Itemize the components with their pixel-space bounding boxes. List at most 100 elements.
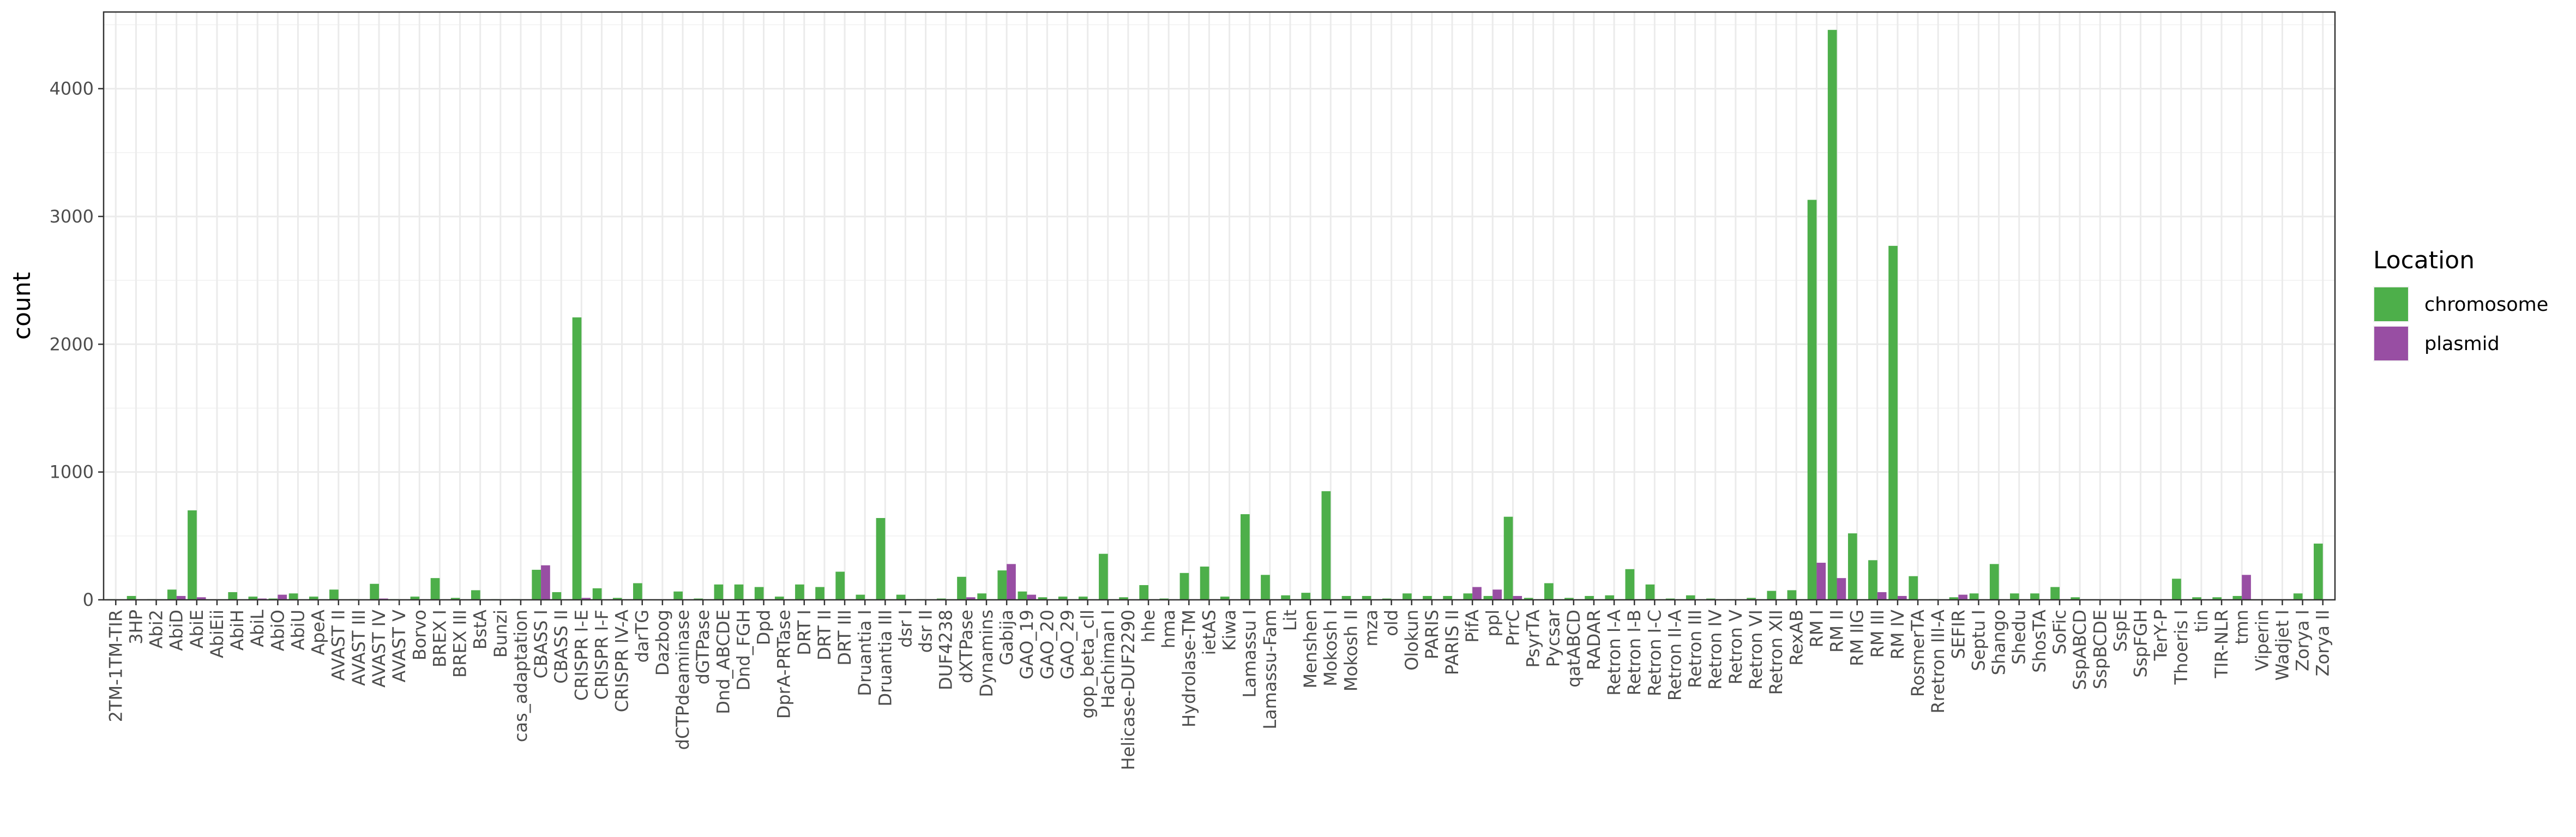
- x-tick-label: dCTPdeaminase: [672, 610, 693, 750]
- plot-border: [103, 11, 2336, 601]
- x-tick-label: DRT I: [794, 610, 815, 655]
- bar-chromosome-Kiwa: [1220, 597, 1230, 600]
- x-tick-label: dGTPase: [693, 610, 713, 684]
- x-tick-label: RM IIG: [1847, 610, 1868, 666]
- x-tick-label: Hydrolase-TM: [1178, 610, 1199, 727]
- bar-plasmid-AbiD: [176, 595, 186, 600]
- x-tick-label: ShosTA: [2029, 610, 2050, 673]
- x-tick-label: gop_beta_cll: [1078, 610, 1098, 719]
- bar-chromosome-Menshen: [1301, 593, 1311, 600]
- bar-chromosome-Dpd: [754, 587, 764, 600]
- bar-chromosome-GAO_20: [1038, 597, 1048, 600]
- bar-chromosome-PARIS II: [1443, 595, 1453, 600]
- legend-label-chromosome: chromosome: [2424, 294, 2548, 316]
- bar-chromosome-darTG: [633, 583, 642, 600]
- x-tick-label: Pycsar: [1543, 609, 1564, 667]
- x-tick-label: tin: [2191, 610, 2212, 633]
- x-tick-label: GAO_19: [1016, 610, 1037, 679]
- x-tick-label: 2TM-1TM-TIR: [105, 610, 126, 722]
- x-tick-label: AbiE: [186, 610, 207, 648]
- x-tick-label: RM IV: [1887, 610, 1908, 659]
- x-tick-label: Septu I: [1968, 610, 1989, 671]
- bar-chromosome-dsr I: [896, 594, 906, 600]
- x-tick-label: Shango: [1989, 610, 2009, 675]
- x-axis: 2TM-1TM-TIR 3HP Abi2 AbiD AbiE AbiEii AbiH AbiL…: [105, 600, 2333, 770]
- x-tick-label: SspE: [2110, 610, 2130, 652]
- x-tick-label: Retron I-B: [1624, 610, 1645, 695]
- x-tick-label: CRISPR IV-A: [612, 610, 633, 712]
- x-tick-label: hma: [1158, 610, 1179, 648]
- x-tick-label: CBASS I: [531, 610, 551, 678]
- bar-chromosome-Pycsar: [1544, 583, 1554, 600]
- bar-chromosome-RM II: [1827, 29, 1837, 600]
- x-tick-label: Zorya II: [2313, 610, 2333, 676]
- x-tick-label: mza: [1361, 610, 1381, 647]
- x-tick-label: 3HP: [125, 610, 146, 645]
- x-tick-label: AbiO: [267, 610, 288, 651]
- x-tick-label: Mokosh I: [1320, 610, 1341, 687]
- x-tick-label: AbiD: [166, 610, 187, 651]
- bar-chromosome-Retron I-C: [1645, 584, 1655, 600]
- x-tick-label: Gabija: [996, 610, 1017, 665]
- y-tick-label: 1000: [50, 462, 94, 483]
- bar-chromosome-tmn: [2232, 595, 2242, 600]
- legend: Location chromosome plasmid: [2373, 246, 2548, 362]
- x-tick-label: BREX I: [429, 610, 450, 667]
- x-tick-label: PARIS: [1422, 610, 1442, 659]
- bar-plasmid-AbiE: [196, 597, 206, 600]
- x-tick-label: PrrC: [1502, 610, 1523, 646]
- bar-chromosome-AVAST IV: [370, 583, 380, 600]
- bar-chromosome-RexAB: [1787, 590, 1797, 600]
- bar-chromosome-ietAS: [1200, 567, 1209, 600]
- x-tick-label: Borvo: [409, 610, 430, 660]
- x-tick-label: Retron I-C: [1644, 610, 1665, 696]
- x-tick-label: Helicase-DUF2290: [1118, 610, 1139, 770]
- bar-chromosome-Druantia III: [876, 518, 886, 600]
- bar-chromosome-gop_beta_cll: [1078, 597, 1088, 600]
- bar-plasmid-RM IV: [1897, 595, 1907, 600]
- bar-chromosome-Retron III: [1686, 595, 1695, 600]
- x-tick-label: Hachiman I: [1098, 610, 1118, 708]
- x-tick-label: PifA: [1462, 610, 1483, 643]
- x-tick-label: Bunzi: [490, 610, 511, 658]
- x-tick-label: darTG: [632, 610, 653, 663]
- bar-chromosome-CBASS I: [532, 569, 541, 600]
- legend-label-plasmid: plasmid: [2424, 333, 2500, 355]
- bar-chromosome-AbiL: [248, 597, 258, 600]
- bar-chromosome-RM IIG: [1847, 533, 1857, 600]
- bar-plasmid-Gabija: [1007, 564, 1016, 600]
- x-tick-label: Wadjet I: [2272, 610, 2292, 681]
- bar-chromosome-Hachiman I: [1099, 553, 1108, 600]
- bar-chromosome-CRISPR I-E: [572, 317, 582, 600]
- bar-chromosome-ppl: [1483, 595, 1493, 600]
- bar-chromosome-3HP: [127, 595, 136, 600]
- x-tick-label: RexAB: [1786, 610, 1807, 666]
- bar-chromosome-PsyrTA: [1524, 598, 1533, 600]
- x-tick-label: RADAR: [1584, 610, 1604, 670]
- x-tick-label: Retron XII: [1766, 610, 1786, 695]
- y-tick-label: 4000: [50, 79, 94, 99]
- x-tick-label: Viperin: [2252, 610, 2272, 671]
- bar-chromosome-BstA: [471, 590, 480, 600]
- bar-chromosome-Dnd_FGH: [734, 584, 744, 600]
- x-tick-label: DRT II: [814, 610, 835, 660]
- x-tick-label: AVAST IV: [369, 610, 389, 688]
- x-tick-label: TIR-NLR: [2211, 610, 2232, 678]
- x-tick-label: CRISPR I-F: [591, 610, 612, 700]
- bar-chromosome-Retron I-B: [1625, 569, 1635, 600]
- bar-chromosome-BREX I: [430, 578, 440, 600]
- x-tick-label: AbiU: [287, 610, 308, 651]
- x-tick-label: BstA: [470, 610, 491, 649]
- x-tick-label: AbiEii: [207, 610, 227, 658]
- x-tick-label: CBASS II: [551, 610, 571, 684]
- bar-chromosome-qatABCD: [1564, 598, 1574, 600]
- x-tick-label: Abi2: [146, 610, 167, 648]
- bar-chromosome-Shango: [1989, 564, 1999, 600]
- bar-chromosome-SEFIR: [1949, 597, 1959, 600]
- legend-swatch-plasmid: [2374, 327, 2408, 360]
- bar-chromosome-AbiH: [228, 592, 238, 600]
- x-tick-label: Retron I-A: [1604, 610, 1624, 696]
- bar-chromosome-BREX III: [450, 598, 460, 600]
- x-tick-label: hhe: [1138, 610, 1159, 642]
